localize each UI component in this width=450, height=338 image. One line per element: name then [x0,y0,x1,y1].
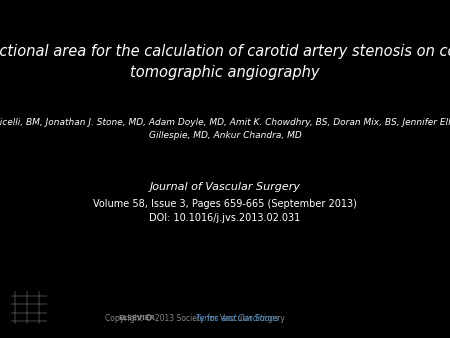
Text: Cross-sectional area for the calculation of carotid artery stenosis on computed
: Cross-sectional area for the calculation… [0,44,450,80]
Text: Journal of Vascular Surgery: Journal of Vascular Surgery [149,183,301,192]
Text: Terms and Conditions: Terms and Conditions [196,314,279,323]
Text: DOI: 10.1016/j.jvs.2013.02.031: DOI: 10.1016/j.jvs.2013.02.031 [149,213,301,223]
Text: Volume 58, Issue 3, Pages 659-665 (September 2013): Volume 58, Issue 3, Pages 659-665 (Septe… [93,199,357,209]
Text: Anthony P. Carnicelli, BM, Jonathan J. Stone, MD, Adam Doyle, MD, Amit K. Chowdh: Anthony P. Carnicelli, BM, Jonathan J. S… [0,118,450,140]
Text: Copyright © 2013 Society for Vascular Surgery: Copyright © 2013 Society for Vascular Su… [105,314,288,323]
Text: ELSEVIER: ELSEVIER [118,315,155,321]
